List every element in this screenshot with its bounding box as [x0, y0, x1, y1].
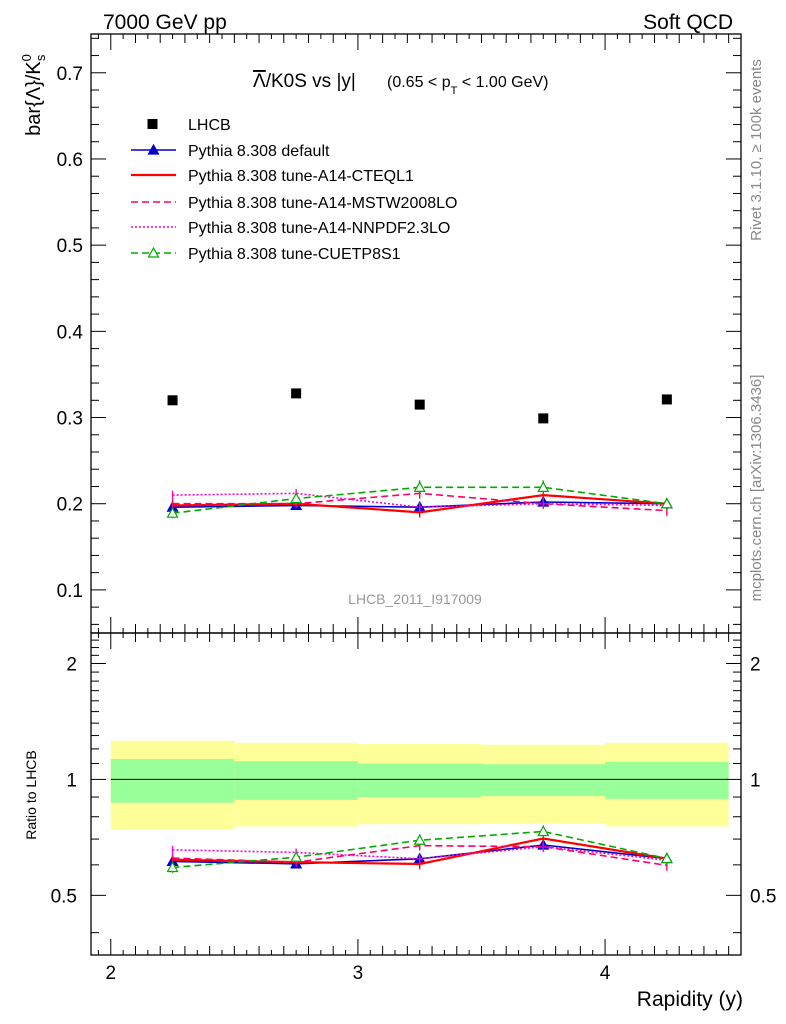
legend-label-2: Pythia 8.308 tune-A14-MSTW2008LO: [188, 195, 457, 212]
ratio-series-3-line: [172, 845, 667, 862]
data-point-lhcb: [538, 413, 549, 424]
ratio-series-marks: [166, 825, 673, 873]
series-4-point: [166, 506, 179, 518]
ratio-ytick-label-left: 0.5: [51, 886, 77, 907]
series-4-point: [660, 497, 673, 509]
legend-marker-lhcb: [147, 119, 158, 129]
title-main-text: /K0S vs |y|: [266, 71, 356, 92]
main-ylabel-sup: 0: [19, 54, 34, 61]
ratio-frame: [90, 632, 742, 956]
data-point-lhcb: [661, 394, 672, 405]
axes: 0.1 0.2 0.3 0.4 0.5 0.6 0.7 0.5 0.5 1 1 2 2 2 3 4: [51, 33, 776, 984]
svg-text:(0.65 < pT < 1.00 GeV): (0.65 < pT < 1.00 GeV): [387, 74, 549, 97]
xtick-label: 4: [600, 963, 611, 984]
ratio-uncertainty-bands: [110, 740, 729, 830]
legend-marker-4: [147, 246, 160, 258]
ratio-band-inner: [481, 764, 606, 797]
series-4-point: [290, 492, 303, 504]
xtick-label: 3: [353, 963, 364, 984]
main-ytick-label: 0.2: [57, 495, 83, 516]
ratio-ytick-label-right: 0.5: [750, 886, 776, 907]
main-series-marks: [166, 388, 673, 519]
main-ytick-label: 0.1: [57, 581, 83, 602]
main-ylabel-sub: s: [33, 54, 48, 61]
ratio-ytick-label-left: 1: [66, 770, 77, 791]
legend-label-0: Pythia 8.308 default: [188, 143, 330, 160]
ratio-band-inner: [234, 761, 358, 800]
mcplots-source-label: mcplots.cern.ch [arXiv:1306.3436]: [748, 375, 765, 602]
chart-title: Λ/K0S vs |y| (0.65 < pT < 1.00 GeV): [253, 71, 549, 97]
svg-text:mcplots.cern.ch [arXiv:1306.34: mcplots.cern.ch [arXiv:1306.3436]: [748, 375, 765, 602]
svg-text:bar{Λ}/K0s: bar{Λ}/K0s: [19, 54, 48, 136]
data-point-lhcb: [167, 395, 178, 406]
rivet-version-label: Rivet 3.1.10, ≥ 100k events: [748, 59, 765, 241]
ratio-band-inner: [605, 761, 729, 799]
ratio-series-4-point: [537, 825, 550, 837]
header-right: Soft QCD: [643, 11, 733, 34]
legend-marker-0: [147, 143, 160, 155]
ratio-band-inner: [357, 763, 482, 798]
legend-label-lhcb: LHCB: [188, 117, 231, 134]
main-ytick-label: 0.3: [57, 409, 83, 430]
title-cut-sub: T: [451, 85, 458, 97]
main-ytick-label: 0.5: [57, 236, 83, 257]
ratio-ytick-label-right: 1: [750, 770, 761, 791]
series-3-line: [172, 492, 667, 508]
title-cut-prefix: (0.65 < p: [387, 74, 451, 91]
ratio-series-4-point: [660, 852, 673, 864]
ratio-series-4-point: [413, 833, 426, 845]
main-ylabel: bar{Λ}/K0s: [19, 54, 48, 136]
series-4-point: [537, 481, 550, 492]
title-lambda-bar: Λ: [253, 71, 266, 92]
ratio-ytick-label-right: 2: [750, 654, 761, 675]
main-ytick-label: 0.4: [57, 322, 84, 343]
series-4-point: [413, 481, 426, 492]
data-point-lhcb: [414, 399, 425, 410]
main-ylabel-text: bar{Λ}/K: [23, 61, 45, 136]
svg-text:Ratio to LHCB: Ratio to LHCB: [23, 750, 39, 839]
legend: LHCB Pythia 8.308 default Pythia 8.308 tun…: [131, 117, 457, 263]
main-ytick-label: 0.7: [57, 64, 83, 85]
legend-label-1: Pythia 8.308 tune-A14-CTEQL1: [188, 168, 414, 185]
legend-label-4: Pythia 8.308 tune-CUETP8S1: [188, 246, 401, 263]
title-cut-suffix: < 1.00 GeV): [457, 74, 548, 91]
header-left: 7000 GeV pp: [103, 11, 227, 34]
svg-text:Rivet 3.1.10, ≥ 100k events: Rivet 3.1.10, ≥ 100k events: [748, 59, 765, 241]
x-axis-label: Rapidity (y): [637, 988, 743, 1011]
ratio-band-inner: [110, 758, 235, 803]
legend-label-3: Pythia 8.308 tune-A14-NNPDF2.3LO: [188, 220, 450, 237]
main-ytick-label: 0.6: [57, 150, 83, 171]
ratio-ytick-label-left: 2: [66, 654, 77, 675]
svg-text:Λ/K0S vs |y|: Λ/K0S vs |y|: [253, 71, 356, 92]
watermark-label: LHCB_2011_I917009: [348, 591, 482, 607]
data-point-lhcb: [291, 388, 302, 399]
ratio-ylabel: Ratio to LHCB: [23, 750, 39, 839]
ratio-series-4-point: [290, 850, 303, 862]
ratio-series-4-point: [166, 861, 179, 873]
xtick-label: 2: [105, 963, 116, 984]
